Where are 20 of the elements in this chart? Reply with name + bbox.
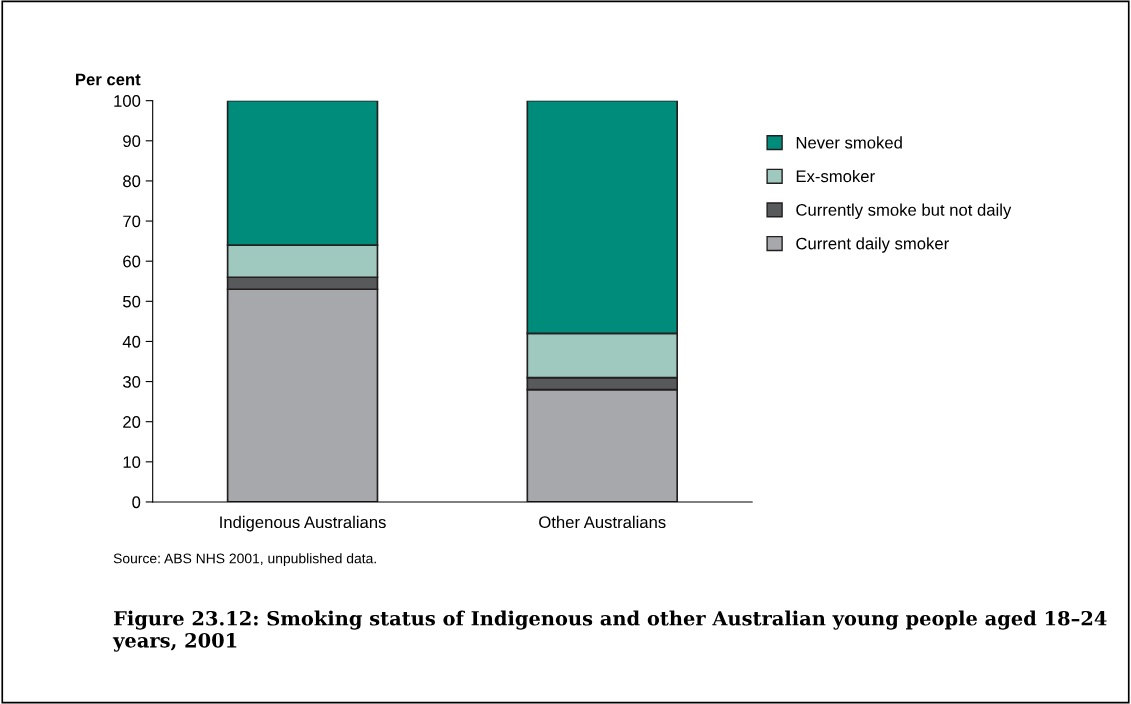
legend-label: Never smoked [796, 136, 902, 149]
y-tick-label: 50 [123, 295, 141, 308]
y-axis-title: Per cent [76, 73, 141, 86]
y-tick-label: 60 [123, 255, 141, 268]
y-tick-label: 10 [123, 456, 141, 469]
y-tick-label: 90 [123, 135, 141, 147]
y-tick-label: 20 [123, 416, 141, 428]
y-tick-label: 80 [123, 175, 141, 188]
y-tick-label: 40 [122, 335, 141, 348]
x-tick-label: Other Australians [539, 515, 666, 529]
source-note: Source: ABS NHS 2001, unpublished data. [113, 553, 376, 567]
y-tick-label: 70 [123, 215, 141, 228]
text: Figure 23.12: Smoking status of Indigenous and other Australian young people aged 18–24 years, 2001 [112, 610, 1107, 652]
y-tick-label: 100 [114, 95, 141, 107]
x-tick-label: Indigenous Australians [220, 515, 386, 532]
legend-label: Ex-smoker [796, 169, 875, 183]
legend-label: Current daily smoker [796, 237, 949, 253]
legend-label: Currently smoke but not daily [796, 203, 1012, 220]
y-tick-label: 30 [122, 375, 141, 388]
y-tick-label: 0 [132, 496, 141, 509]
